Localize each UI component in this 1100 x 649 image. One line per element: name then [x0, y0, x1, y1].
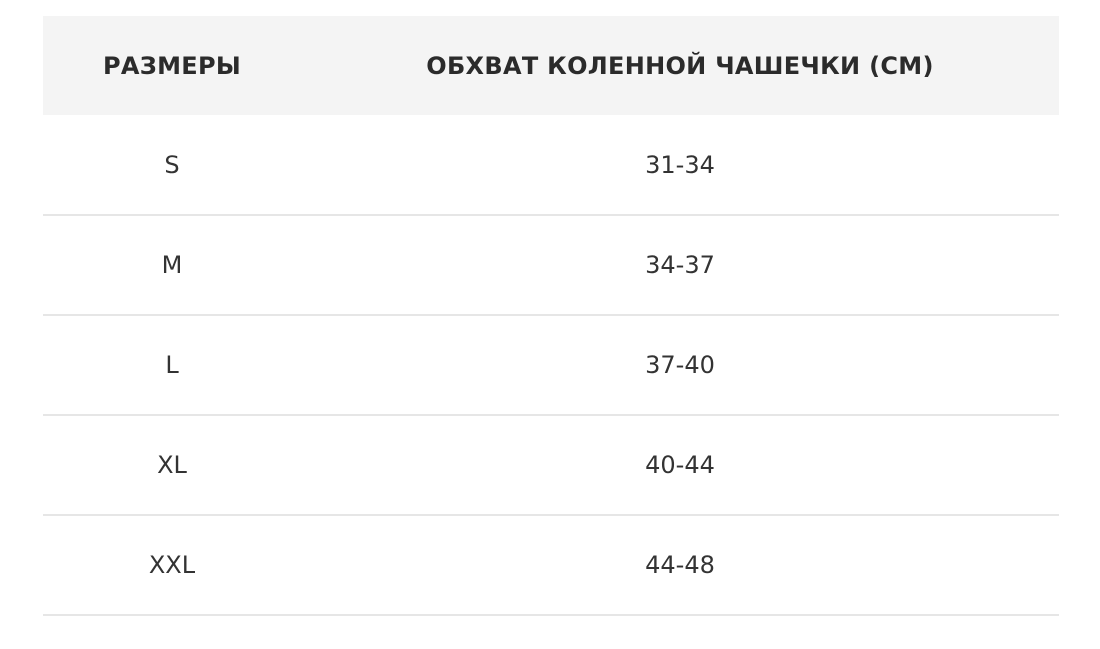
table-row: XXL 44-48: [43, 515, 1059, 616]
table-header-row: РАЗМЕРЫ ОБХВАТ КОЛЕННОЙ ЧАШЕЧКИ (СМ): [43, 16, 1059, 115]
circumference-cell: 44-48: [301, 515, 1059, 616]
table-row: L 37-40: [43, 315, 1059, 416]
table-row: XL 40-44: [43, 415, 1059, 516]
size-cell: XL: [43, 415, 301, 516]
size-cell: S: [43, 115, 301, 216]
size-cell: L: [43, 315, 301, 416]
header-sizes: РАЗМЕРЫ: [43, 16, 301, 115]
size-chart-table: РАЗМЕРЫ ОБХВАТ КОЛЕННОЙ ЧАШЕЧКИ (СМ) S 3…: [43, 16, 1059, 616]
table-row: S 31-34: [43, 115, 1059, 216]
size-cell: XXL: [43, 515, 301, 616]
circumference-cell: 40-44: [301, 415, 1059, 516]
circumference-cell: 37-40: [301, 315, 1059, 416]
circumference-cell: 31-34: [301, 115, 1059, 216]
circumference-cell: 34-37: [301, 215, 1059, 316]
table-row: M 34-37: [43, 215, 1059, 316]
header-knee-circumference: ОБХВАТ КОЛЕННОЙ ЧАШЕЧКИ (СМ): [301, 16, 1059, 115]
size-cell: M: [43, 215, 301, 316]
